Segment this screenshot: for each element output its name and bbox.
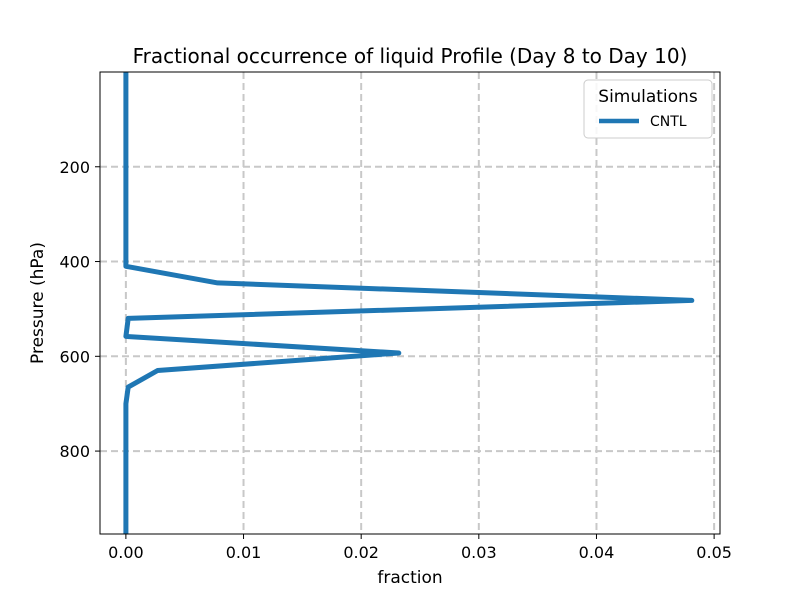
y-axis-label: Pressure (hPa) (28, 242, 48, 364)
axes: 0.00 0.01 0.02 0.03 0.04 0.05 200 400 600 800 (59, 158, 731, 562)
x-axis-label: fraction (377, 568, 442, 588)
x-tick-label: 0.00 (108, 543, 144, 562)
x-tick-label: 0.04 (579, 543, 615, 562)
x-tick-label: 0.03 (461, 543, 497, 562)
x-tick-label: 0.02 (343, 543, 379, 562)
x-tick-label: 0.05 (696, 543, 732, 562)
chart-title: Fractional occurrence of liquid Profile … (133, 44, 688, 68)
legend-box (583, 79, 713, 139)
y-tick-label: 400 (59, 253, 90, 272)
series-line-cntl (123, 72, 695, 534)
y-tick-label: 200 (59, 158, 90, 177)
plot-frame (99, 71, 721, 535)
x-tick-label: 0.01 (226, 543, 262, 562)
legend: Simulations CNTL (583, 79, 713, 139)
legend-label-cntl: CNTL (650, 114, 687, 130)
y-tick-label: 600 (59, 347, 90, 366)
series-layer (123, 72, 695, 534)
legend-title: Simulations (598, 87, 698, 107)
y-tick-label: 800 (59, 442, 90, 461)
